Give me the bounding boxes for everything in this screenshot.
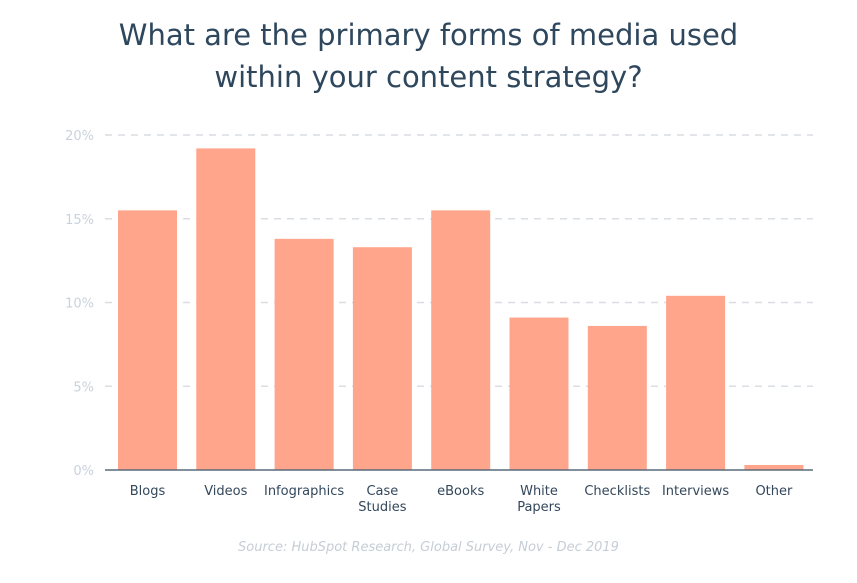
x-tick-label: Infographics [264,484,344,499]
source-note: Source: HubSpot Research, Global Survey,… [238,540,619,555]
y-tick-label: 15% [65,213,94,228]
chart-title-line-2: within your content strategy? [214,60,643,94]
bar-blogs [118,210,177,470]
x-tick-label: Papers [517,500,561,515]
x-tick-label: Blogs [130,484,166,499]
bar-ebooks [431,210,491,470]
bar-interviews [666,295,726,470]
x-tick-label: Case [366,484,398,499]
y-tick-label: 5% [73,380,94,395]
chart-title: What are the primary forms of media used… [0,14,857,98]
x-tick-label: Checklists [584,484,650,499]
bars [118,148,804,470]
x-tick-label: Other [755,484,793,499]
bar-checklists [587,325,647,470]
x-tick-label: Studies [358,500,406,515]
x-tick-label: Videos [204,484,247,499]
bar-infographics [274,238,334,470]
bar-videos [196,148,256,470]
x-tick-label: eBooks [437,484,484,499]
y-tick-label: 20% [65,129,94,144]
bar-white-papers [509,317,569,470]
y-tick-label: 10% [65,297,94,312]
x-tick-label: Interviews [662,484,729,499]
x-tick-label: White [520,484,558,499]
y-tick-label: 0% [73,464,94,479]
bar-case-studies [352,247,412,470]
bar-other [744,464,804,470]
chart-title-line-1: What are the primary forms of media used [118,18,739,52]
y-axis-ticks: 0% 5% 10% 15% 20% [65,129,94,479]
